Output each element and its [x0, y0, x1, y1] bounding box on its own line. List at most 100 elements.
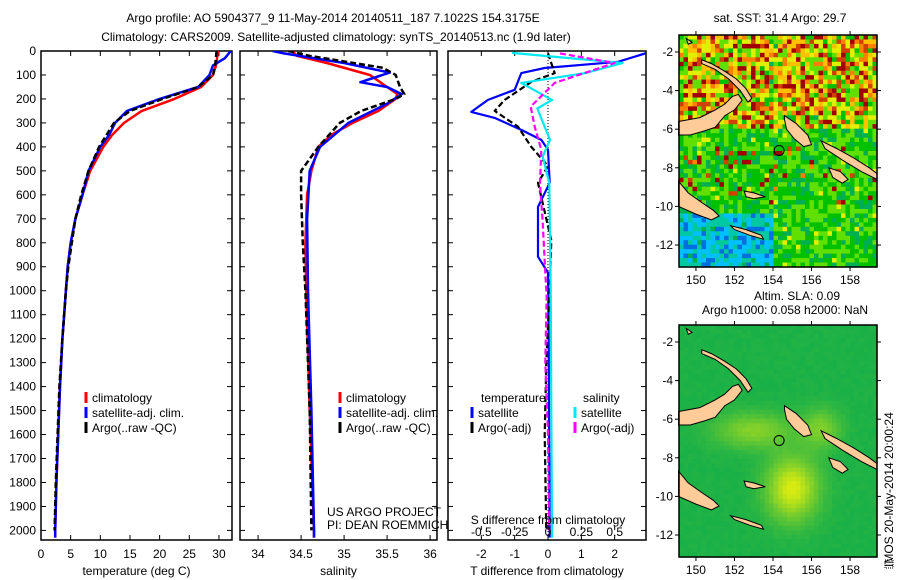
map-cell: [679, 151, 685, 157]
map-cell: [742, 445, 748, 451]
map-cell: [778, 79, 784, 85]
map-cell: [760, 548, 766, 554]
map-cell: [809, 70, 815, 76]
map-cell: [692, 106, 698, 112]
map-cell: [742, 490, 748, 496]
map-cell: [818, 342, 824, 348]
map-cell: [863, 142, 869, 148]
map-cell: [805, 342, 811, 348]
map-cell: [701, 110, 707, 116]
map-cell: [688, 253, 694, 259]
map-cell: [706, 369, 712, 375]
map-cell: [809, 177, 815, 183]
map-cell: [706, 463, 712, 469]
map-cell: [832, 485, 838, 491]
map-cell: [773, 137, 779, 143]
map-cell: [683, 342, 689, 348]
map-cell: [706, 164, 712, 170]
map-cell: [683, 217, 689, 223]
map-cell: [836, 360, 842, 366]
map-cell: [733, 249, 739, 255]
map-cell: [859, 481, 865, 487]
map-cell: [845, 115, 851, 121]
map-cell: [863, 356, 869, 362]
map-cell: [791, 151, 797, 157]
map-cell: [683, 142, 689, 148]
map-cell: [701, 490, 707, 496]
map-cell: [751, 253, 757, 259]
map-cell: [679, 454, 685, 460]
map-cell: [800, 52, 806, 58]
map-cell: [715, 204, 721, 210]
map-cell: [796, 539, 802, 545]
map-cell: [850, 427, 856, 433]
map-cell: [697, 75, 703, 81]
map-cell: [742, 173, 748, 179]
map-cell: [715, 360, 721, 366]
map-cell: [706, 387, 712, 393]
map-cell: [823, 128, 829, 134]
map-cell: [854, 481, 860, 487]
map-cell: [850, 378, 856, 384]
map-cell: [679, 391, 685, 397]
map-cell: [701, 396, 707, 402]
map-cell: [764, 534, 770, 540]
map-cell: [796, 432, 802, 438]
map-cell: [773, 43, 779, 49]
map-cell: [872, 66, 878, 72]
map-cell: [805, 539, 811, 545]
map-cell: [832, 133, 838, 139]
map-cell: [823, 356, 829, 362]
map-cell: [805, 173, 811, 179]
map-cell: [755, 106, 761, 112]
map-cell: [868, 405, 874, 411]
map-cell: [751, 472, 757, 478]
map-cell: [737, 552, 743, 558]
map-cell: [742, 217, 748, 223]
map-cell: [701, 481, 707, 487]
map-cell: [724, 164, 730, 170]
map-cell: [832, 222, 838, 228]
map-cell: [868, 436, 874, 442]
map-cell: [751, 441, 757, 447]
map-cell: [742, 200, 748, 206]
map-cell: [769, 472, 775, 478]
map-cell: [805, 329, 811, 335]
map-cell: [764, 231, 770, 237]
map-cell: [863, 476, 869, 482]
map-cell: [679, 159, 685, 165]
map-cell: [845, 351, 851, 357]
map-cell: [701, 52, 707, 58]
map-cell: [841, 217, 847, 223]
map-cell: [724, 436, 730, 442]
salinity-panel-frame: [239, 50, 438, 541]
map-cell: [769, 467, 775, 473]
map-cell: [800, 124, 806, 130]
map-cell: [845, 414, 851, 420]
map-cell: [863, 507, 869, 513]
map-cell: [683, 186, 689, 192]
map-cell: [796, 481, 802, 487]
map-cell: [710, 43, 716, 49]
map-cell: [809, 400, 815, 406]
map-cell: [719, 548, 725, 554]
map-cell: [841, 93, 847, 99]
map-cell: [724, 84, 730, 90]
map-cell: [719, 133, 725, 139]
map-cell: [791, 146, 797, 152]
map-cell: [859, 516, 865, 522]
map-cell: [728, 235, 734, 241]
map-cell: [778, 476, 784, 482]
map-cell: [805, 110, 811, 116]
map-cell: [697, 155, 703, 161]
map-cell: [832, 329, 838, 335]
map-cell: [818, 209, 824, 215]
map-cell: [760, 472, 766, 478]
map-cell: [845, 142, 851, 148]
y-tick-label: 0: [29, 44, 36, 58]
map-cell: [872, 137, 878, 143]
map-cell: [733, 200, 739, 206]
lat-tick-label: -12: [656, 238, 674, 252]
map-cell: [724, 226, 730, 232]
map-cell: [769, 75, 775, 81]
